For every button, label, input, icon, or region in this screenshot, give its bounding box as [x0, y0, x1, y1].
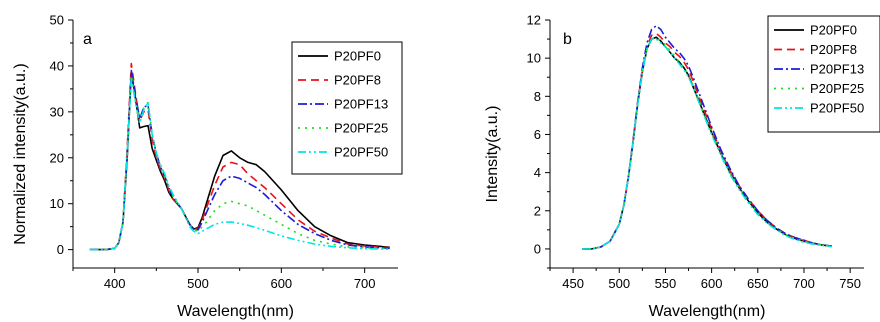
y-tick-label: 10: [50, 196, 64, 211]
x-tick-label: 700: [793, 276, 815, 291]
series-line-p20pf50: [582, 38, 832, 250]
y-tick-label: 20: [50, 150, 64, 165]
x-tick-label: 450: [562, 276, 584, 291]
y-tick-label: 8: [534, 89, 541, 104]
legend: P20PF0 P20PF8 P20PF13 P20PF25 P20PF50: [767, 15, 880, 133]
panel-label: b: [563, 31, 572, 48]
chart-panel-a: 400 500 600 700 0 10 20 30 40 50 Wavelength(nm) Nor…: [12, 13, 403, 320]
legend-label: P20PF13: [810, 62, 864, 77]
y-tick-label: 30: [50, 104, 64, 119]
legend-label: P20PF25: [334, 121, 388, 136]
x-tick-label: 600: [270, 276, 292, 291]
y-tick-label: 12: [527, 13, 541, 28]
x-tick-label: 750: [839, 276, 861, 291]
x-axis-label: Wavelength(nm): [649, 303, 766, 320]
x-tick-label: 550: [655, 276, 677, 291]
x-tick-label: 600: [701, 276, 723, 291]
legend-label: P20PF0: [810, 23, 857, 38]
y-axis-label: Intensity(a.u.): [484, 106, 501, 203]
series-line-p20pf13: [89, 69, 390, 251]
legend-label: P20PF8: [334, 73, 381, 88]
x-axis-label: Wavelength(nm): [177, 303, 294, 320]
x-tick-label: 400: [104, 276, 126, 291]
x-tick-label: 700: [354, 276, 376, 291]
series-line-p20pf25: [582, 36, 832, 250]
y-tick-label: 2: [534, 203, 541, 218]
legend-label: P20PF0: [334, 49, 381, 64]
legend-label: P20PF50: [810, 101, 864, 116]
chart-panel-b: 450 500 550 600 650 700 750 0 2 4 6 8 10 12 Wavelength…: [484, 13, 880, 320]
legend-label: P20PF13: [334, 97, 388, 112]
y-tick-label: 0: [57, 242, 64, 257]
legend: P20PF0 P20PF8 P20PF13 P20PF25 P20PF50: [291, 41, 403, 175]
x-tick-label: 650: [747, 276, 769, 291]
y-tick-label: 6: [534, 127, 541, 142]
panel-label: a: [83, 31, 92, 48]
y-axis-label: Normalized intensity(a.u.): [12, 63, 29, 244]
legend-box: [767, 15, 880, 133]
y-tick-label: 4: [534, 165, 541, 180]
legend-label: P20PF25: [810, 81, 864, 96]
legend-label: P20PF50: [334, 145, 388, 160]
series-line-p20pf50: [89, 76, 390, 251]
y-tick-label: 0: [534, 241, 541, 256]
legend-label: P20PF8: [810, 42, 857, 57]
x-tick-label: 500: [187, 276, 209, 291]
y-tick-label: 40: [50, 58, 64, 73]
y-tick-label: 10: [527, 51, 541, 66]
y-tick-label: 50: [50, 13, 64, 28]
x-tick-label: 500: [608, 276, 630, 291]
